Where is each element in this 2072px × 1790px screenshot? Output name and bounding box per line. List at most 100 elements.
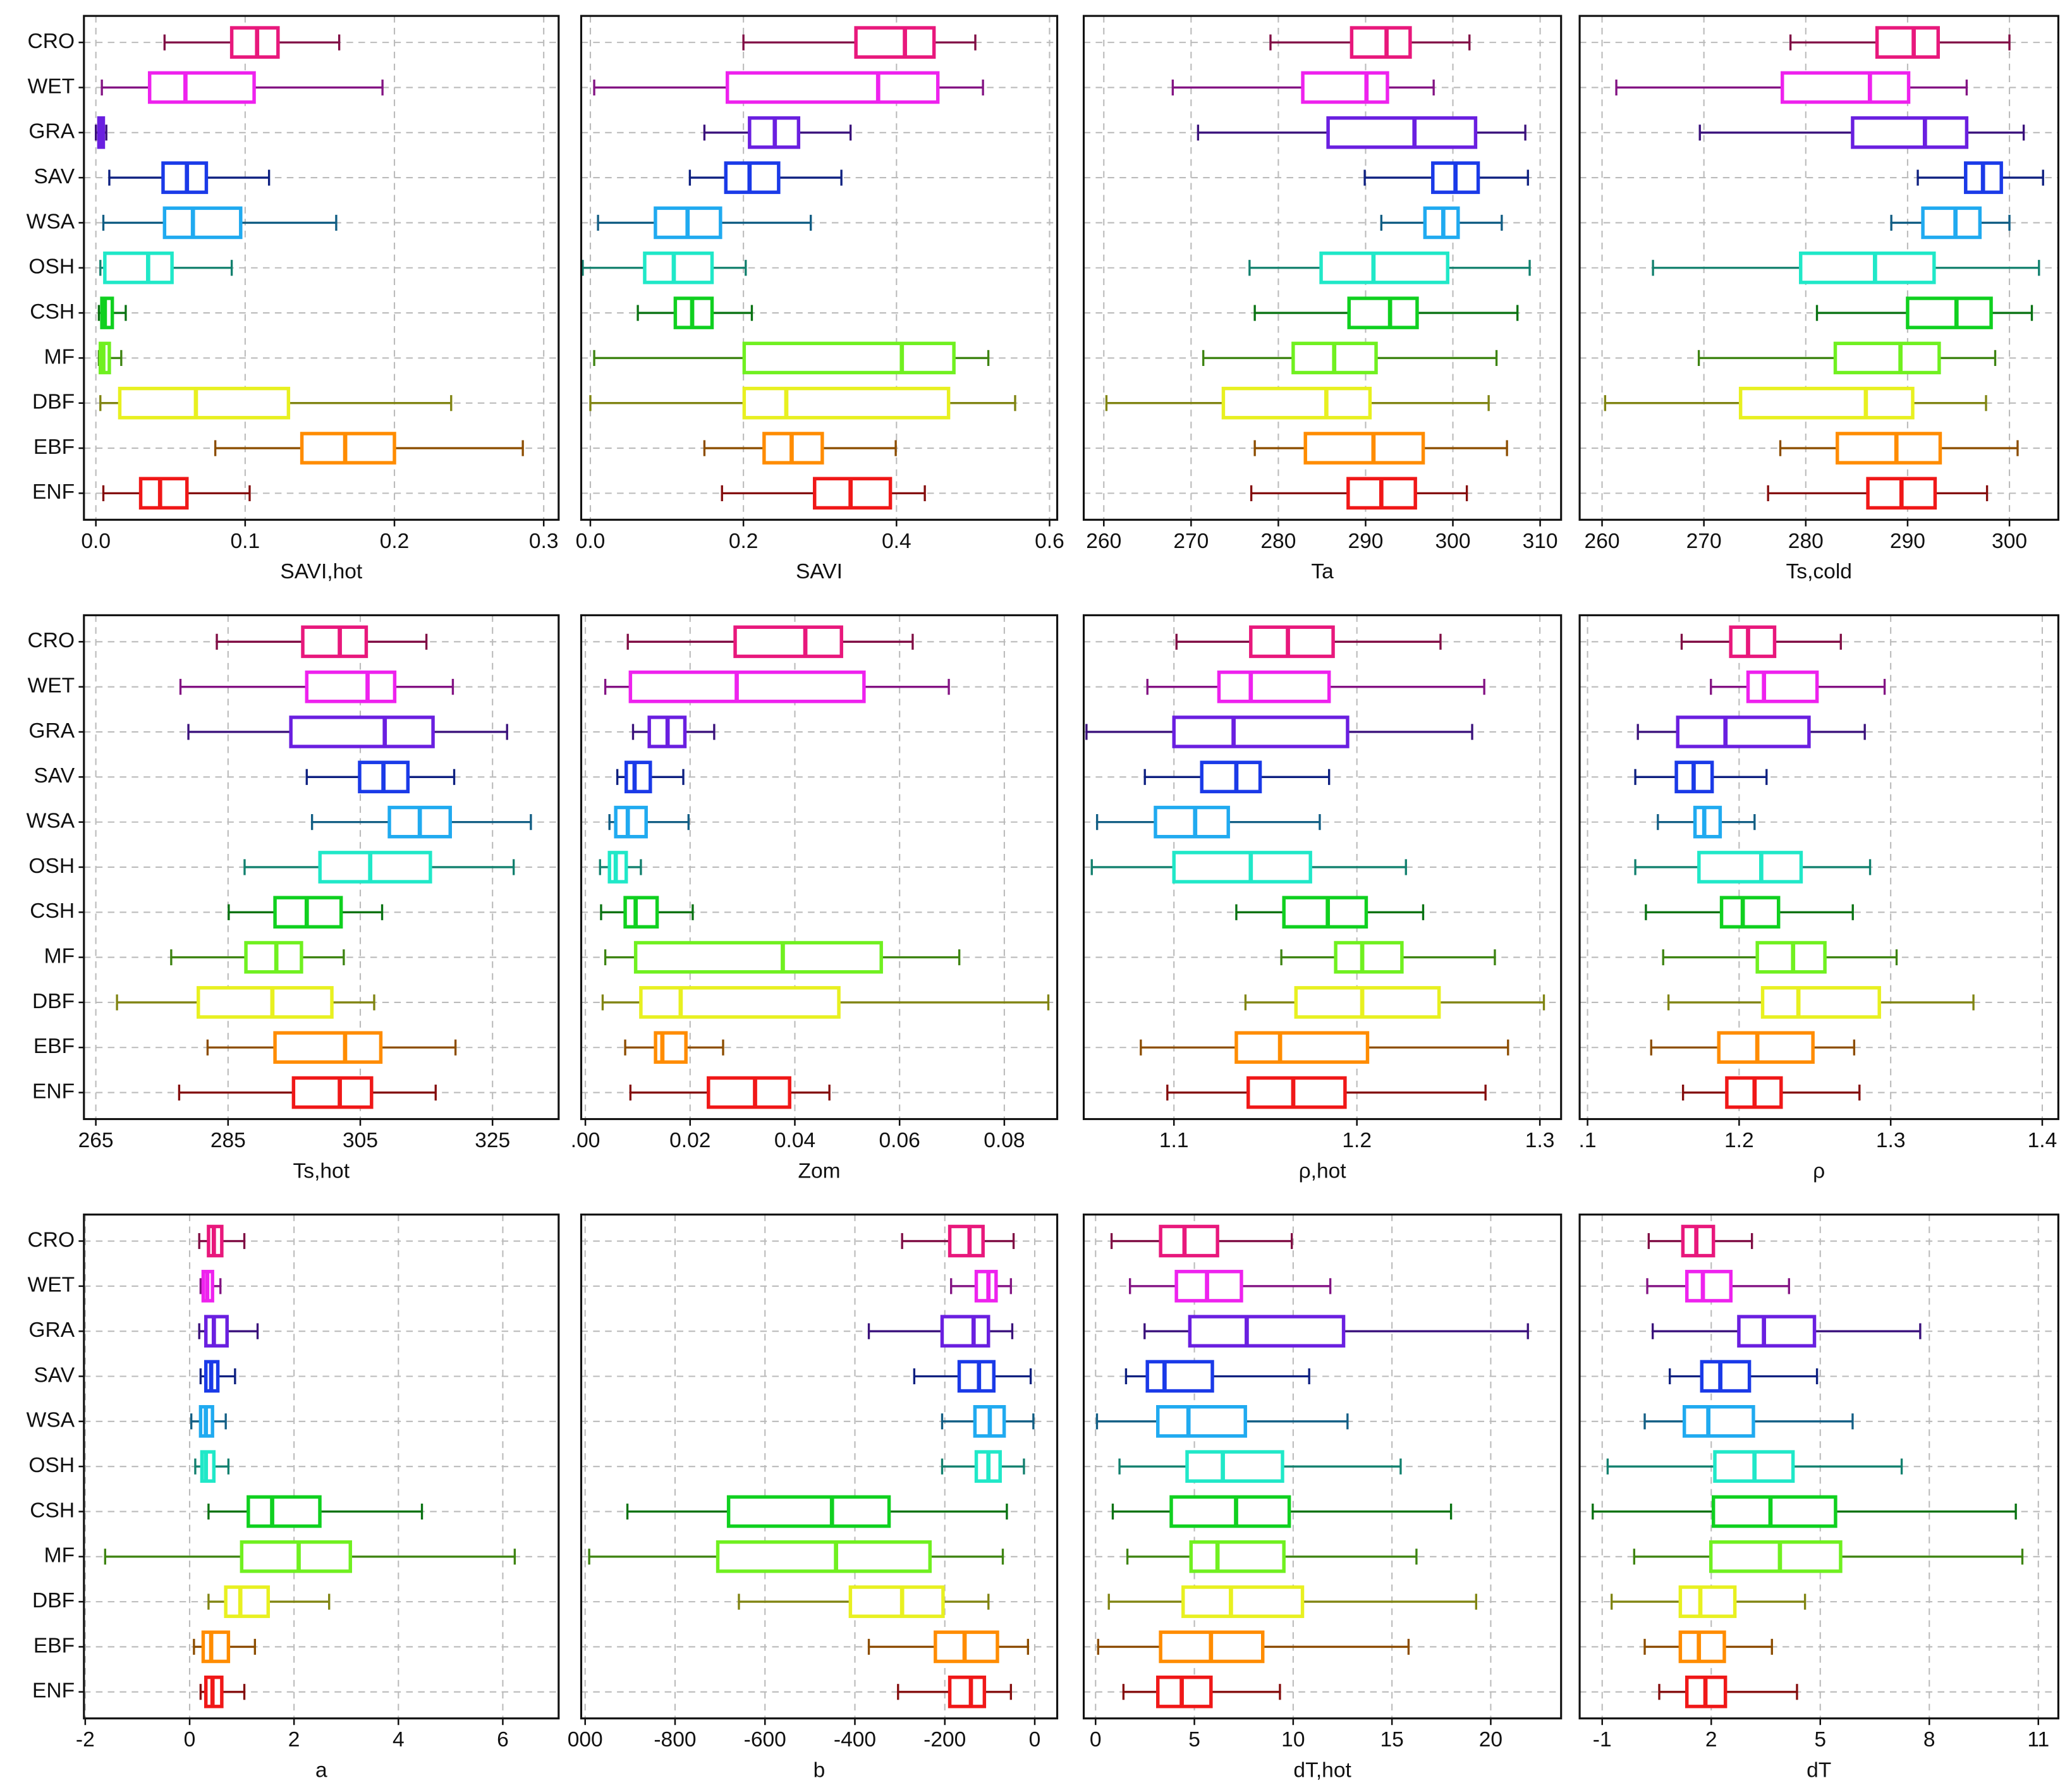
- x-tick-label: 1.2: [1724, 1129, 1754, 1152]
- box: [1303, 432, 1425, 465]
- x-tick-label: 0.0: [81, 530, 111, 553]
- box: [103, 251, 174, 284]
- panel-frame: [83, 15, 560, 521]
- x-tick-label: 1.3: [1525, 1129, 1555, 1152]
- box: [201, 1630, 231, 1664]
- box: [224, 1585, 271, 1618]
- x-tick-label: 300: [1992, 530, 2027, 553]
- x-tick-label: 20: [1479, 1728, 1502, 1751]
- box: [1760, 986, 1881, 1019]
- box: [1682, 1405, 1755, 1438]
- x-tick-label: 10: [1281, 1728, 1305, 1751]
- box: [1729, 625, 1777, 659]
- category-label: WSA: [27, 1409, 75, 1432]
- panel-frame: [1578, 614, 2059, 1121]
- category-label: CSH: [30, 1499, 75, 1522]
- category-label: SAV: [34, 764, 75, 788]
- category-label: CSH: [30, 899, 75, 923]
- panel-frame: [83, 614, 560, 1121]
- box: [1921, 206, 1982, 240]
- box: [1159, 1224, 1219, 1258]
- box: [273, 1031, 383, 1064]
- panel-frame: [83, 1213, 560, 1720]
- box: [1217, 670, 1331, 703]
- x-axis-label: Zom: [798, 1159, 840, 1183]
- category-label: MF: [44, 1544, 75, 1568]
- box: [1246, 1076, 1347, 1109]
- x-tick-label: 290: [1890, 530, 1925, 553]
- box: [1185, 1450, 1284, 1483]
- box: [305, 670, 397, 703]
- category-label: DBF: [32, 391, 75, 414]
- box: [1738, 386, 1915, 420]
- x-tick-label: 280: [1260, 530, 1296, 553]
- box: [1188, 1315, 1346, 1348]
- category-label: EBF: [34, 1634, 75, 1657]
- box: [1189, 1540, 1286, 1573]
- x-axis-label: a: [315, 1758, 327, 1782]
- x-tick-label: 0.4: [882, 530, 911, 553]
- box: [733, 625, 843, 659]
- box: [1697, 851, 1803, 884]
- x-tick-label: 270: [1173, 530, 1209, 553]
- box: [1719, 896, 1781, 929]
- category-label: DBF: [32, 1589, 75, 1612]
- box: [1181, 1585, 1305, 1618]
- x-tick-label: 6: [497, 1728, 509, 1751]
- x-tick-label: 0.1: [231, 530, 260, 553]
- box: [197, 986, 334, 1019]
- x-tick-label: -600: [744, 1728, 786, 1751]
- box: [1906, 296, 1993, 329]
- x-tick-label: 0: [184, 1728, 196, 1751]
- x-tick-label: 0.0: [576, 530, 606, 553]
- category-label: SAV: [34, 1363, 75, 1387]
- box: [639, 986, 841, 1019]
- x-axis-label: SAVI: [796, 560, 843, 583]
- box: [1851, 116, 1969, 149]
- x-tick-label: -1: [1593, 1728, 1612, 1751]
- box: [247, 1495, 322, 1528]
- box: [301, 625, 369, 659]
- box: [161, 161, 209, 194]
- x-tick-label: 310: [1523, 530, 1558, 553]
- x-tick-label: 1.2: [1342, 1129, 1372, 1152]
- x-tick-label: .00: [571, 1129, 600, 1152]
- box: [1249, 625, 1335, 659]
- category-label: EBF: [34, 1035, 75, 1058]
- category-label: CRO: [28, 30, 75, 53]
- box: [1737, 1315, 1817, 1348]
- panel-frame: [1082, 15, 1563, 521]
- x-tick-label: 0.2: [380, 530, 410, 553]
- box: [1334, 941, 1404, 974]
- x-tick-label: 260: [1585, 530, 1620, 553]
- box: [726, 1495, 891, 1528]
- box: [204, 1315, 229, 1348]
- x-axis-label: Ts,cold: [1786, 560, 1852, 583]
- box: [162, 206, 243, 240]
- x-tick-label: 0: [1090, 1728, 1102, 1751]
- box: [1709, 1540, 1843, 1573]
- x-tick-label: -800: [654, 1728, 696, 1751]
- x-tick-label: 0.02: [669, 1129, 710, 1152]
- category-label: ENF: [32, 1679, 75, 1703]
- box: [1678, 1585, 1737, 1618]
- x-axis-label: ρ: [1813, 1159, 1825, 1183]
- box: [742, 341, 956, 375]
- category-label: MF: [44, 345, 75, 368]
- x-tick-label: 0.3: [529, 530, 559, 553]
- box: [1172, 715, 1350, 748]
- box: [614, 805, 648, 839]
- box: [848, 1585, 945, 1618]
- box: [940, 1315, 990, 1348]
- x-tick-label: 0.6: [1035, 530, 1064, 553]
- category-label: DBF: [32, 990, 75, 1013]
- box: [291, 1076, 374, 1109]
- category-label: WET: [28, 75, 75, 98]
- x-tick-label: 15: [1380, 1728, 1403, 1751]
- x-tick-label: 2: [1705, 1728, 1717, 1751]
- x-tick-label: 0.06: [879, 1129, 920, 1152]
- x-tick-label: 5: [1188, 1728, 1200, 1751]
- box: [633, 941, 883, 974]
